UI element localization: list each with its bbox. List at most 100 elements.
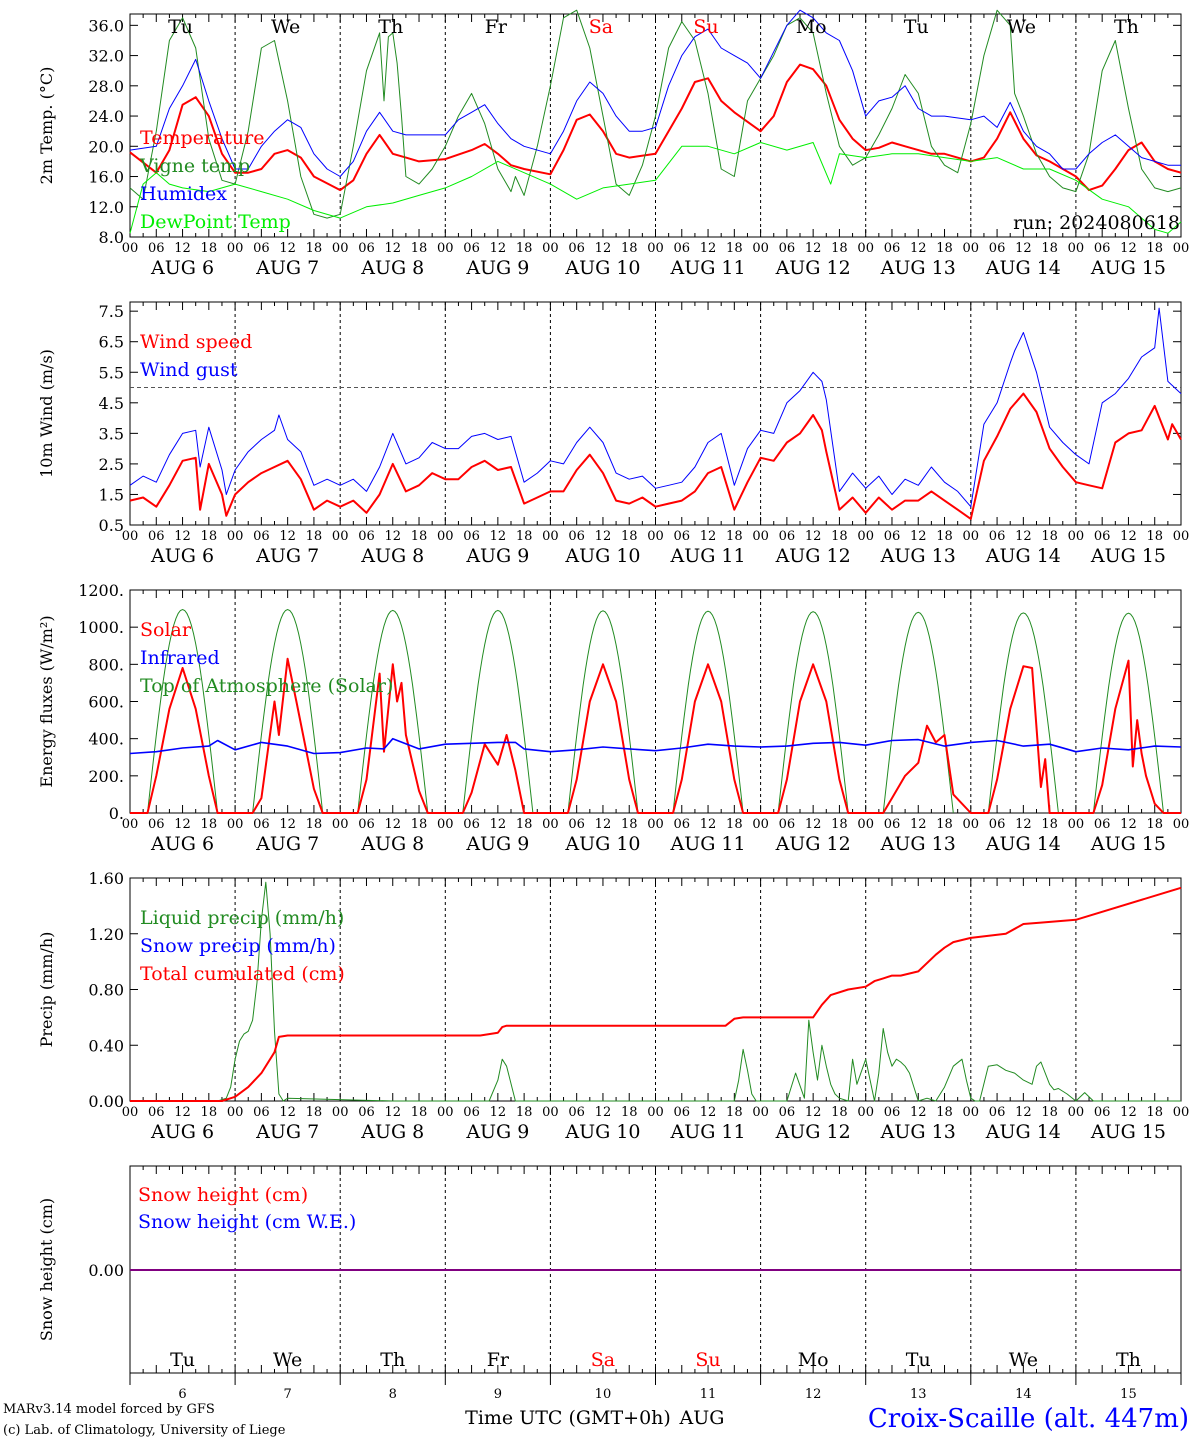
- legend-snow-0: Snow height (cm): [138, 1184, 308, 1206]
- x-hour-label: 12: [1015, 817, 1032, 832]
- x-hour-label: 12: [1120, 1105, 1137, 1120]
- x-hour-label: 06: [989, 241, 1006, 256]
- x-hour-label: 06: [358, 241, 375, 256]
- x-hour-label: 00: [647, 817, 664, 832]
- credit-line-2: (c) Lab. of Climatology, University of L…: [3, 1423, 286, 1438]
- x-hour-label: 06: [884, 1105, 901, 1120]
- x-hour-label: 06: [884, 817, 901, 832]
- x-hour-label: 06: [674, 529, 691, 544]
- x-hour-label: 18: [936, 1105, 953, 1120]
- x-hour-label: 00: [963, 1105, 980, 1120]
- weekday-label-top: Su: [693, 16, 718, 38]
- x-hour-label: 00: [227, 1105, 244, 1120]
- x-date-label: AUG 9: [465, 257, 529, 279]
- temp-series-3: [129, 142, 1182, 234]
- x-hour-label: 12: [595, 529, 612, 544]
- weekday-label-top: Tu: [168, 16, 193, 38]
- y-tick-label: 24.0: [88, 107, 124, 126]
- x-date-label: AUG 13: [880, 1121, 956, 1143]
- x-hour-label: 18: [201, 1105, 218, 1120]
- x-hour-label: 12: [910, 529, 927, 544]
- x-hour-label: 18: [411, 241, 428, 256]
- x-date-label: AUG 7: [255, 1121, 319, 1143]
- x-hour-label: 06: [884, 529, 901, 544]
- y-tick-label: 7.5: [99, 302, 124, 321]
- y-tick-label: 1.20: [88, 925, 124, 944]
- x-date-label: AUG 12: [775, 833, 851, 855]
- x-hour-label: 18: [1146, 1105, 1163, 1120]
- x-hour-label: 18: [411, 1105, 428, 1120]
- x-date-label: AUG 11: [669, 833, 745, 855]
- y-tick-label: 16.0: [88, 168, 124, 187]
- y-axis-label: 10m Wind (m/s): [37, 349, 56, 478]
- y-tick-label: 32.0: [88, 47, 124, 66]
- day-number-label: 15: [1120, 1387, 1137, 1402]
- x-hour-label: 18: [726, 1105, 743, 1120]
- x-date-label: AUG 10: [564, 545, 640, 567]
- x-hour-label: 00: [122, 241, 139, 256]
- credit-line-1: MARv3.14 model forced by GFS: [3, 1402, 215, 1417]
- x-hour-label: 18: [306, 1105, 323, 1120]
- x-hour-label: 06: [779, 1105, 796, 1120]
- x-axis-title: Time UTC (GMT+0h): [465, 1407, 671, 1429]
- x-hour-label: 00: [752, 529, 769, 544]
- precip-series-1: [130, 886, 1182, 1102]
- x-hour-label: 00: [542, 817, 559, 832]
- x-hour-label: 06: [463, 241, 480, 256]
- y-tick-label: 36.0: [88, 16, 124, 35]
- x-date-label: AUG 15: [1090, 833, 1166, 855]
- x-hour-label: 12: [490, 241, 507, 256]
- x-hour-label: 12: [384, 1105, 401, 1120]
- weekday-label-top: Mo: [796, 16, 827, 38]
- y-tick-label: 0.00: [88, 1261, 124, 1280]
- temp-series-2: [129, 9, 1181, 177]
- y-tick-label: 400.: [88, 730, 124, 749]
- x-hour-label: 18: [201, 241, 218, 256]
- x-hour-label: 00: [332, 241, 349, 256]
- x-date-label: AUG 8: [360, 833, 424, 855]
- x-date-label: AUG 10: [564, 833, 640, 855]
- x-hour-label: 18: [516, 241, 533, 256]
- panel-frame-1: [129, 301, 1182, 526]
- y-tick-label: 0.: [109, 804, 124, 823]
- x-hour-label: 12: [279, 241, 296, 256]
- day-number-label: 13: [910, 1387, 927, 1402]
- x-date-label: AUG 8: [360, 545, 424, 567]
- x-date-label: AUG 15: [1090, 545, 1166, 567]
- y-tick-label: 12.0: [88, 198, 124, 217]
- x-hour-label: 12: [910, 1105, 927, 1120]
- weekday-label-bottom: Su: [695, 1349, 720, 1371]
- x-date-label: AUG 6: [150, 1121, 214, 1143]
- y-axis-label: Energy fluxes (W/m²): [37, 615, 56, 787]
- x-hour-label: 00: [963, 529, 980, 544]
- toa-solar-line: [672, 610, 744, 814]
- x-hour-label: 00: [437, 529, 454, 544]
- y-tick-label: 0.80: [88, 981, 124, 1000]
- legend-wind-0: Wind speed: [140, 331, 252, 353]
- x-hour-label: 00: [122, 529, 139, 544]
- wind-series-1: [129, 307, 1182, 508]
- infrared-line: [129, 737, 1182, 755]
- x-date-label: AUG 6: [150, 833, 214, 855]
- x-hour-label: 00: [647, 529, 664, 544]
- weekday-label-bottom: Th: [380, 1349, 405, 1371]
- x-hour-label: 00: [1173, 1105, 1190, 1120]
- x-hour-label: 00: [227, 817, 244, 832]
- x-hour-label: 18: [831, 1105, 848, 1120]
- x-hour-label: 12: [1015, 241, 1032, 256]
- x-hour-label: 00: [227, 529, 244, 544]
- x-hour-label: 18: [201, 529, 218, 544]
- x-hour-label: 06: [779, 529, 796, 544]
- x-hour-label: 18: [411, 817, 428, 832]
- x-hour-label: 12: [1120, 529, 1137, 544]
- y-tick-label: 800.: [88, 655, 124, 674]
- day-number-label: 11: [700, 1387, 717, 1402]
- x-hour-label: 00: [437, 817, 454, 832]
- x-hour-label: 06: [989, 817, 1006, 832]
- y-tick-label: 200.: [88, 767, 124, 786]
- x-hour-label: 00: [122, 1105, 139, 1120]
- x-hour-label: 06: [358, 529, 375, 544]
- x-hour-label: 12: [174, 1105, 191, 1120]
- x-hour-label: 18: [726, 817, 743, 832]
